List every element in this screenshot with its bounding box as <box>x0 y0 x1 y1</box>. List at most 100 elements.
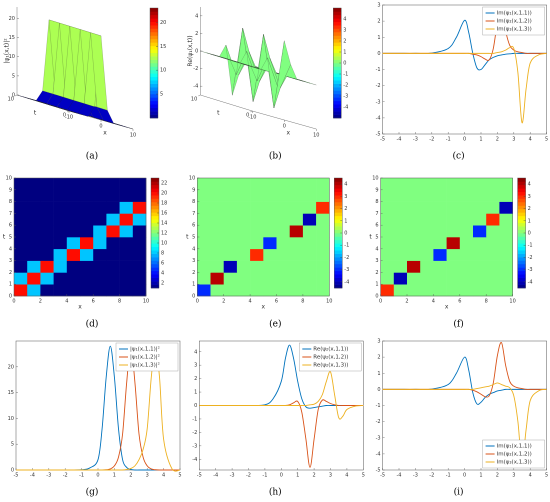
y-tick-label: 6 <box>9 223 12 229</box>
heatmap-cell <box>263 201 277 214</box>
heatmap-cell <box>263 248 277 261</box>
colorbar-tick-label: 14 <box>161 221 167 227</box>
heatmap-cell <box>459 178 474 191</box>
colorbar-segment <box>151 198 159 203</box>
y-tick-label: 10 <box>8 416 14 422</box>
colorbar-segment <box>151 257 159 261</box>
heatmap-cell <box>210 213 224 226</box>
y-tick-label: 4 <box>194 349 197 355</box>
y-tick-label: 9 <box>9 187 12 193</box>
heatmap-cell <box>40 201 54 214</box>
heatmap-cell <box>106 260 120 273</box>
y-tick-label: 2 <box>9 270 12 276</box>
colorbar-segment <box>151 263 159 268</box>
y-tick-label: -2 <box>376 419 381 425</box>
x-tick-label: 2 <box>405 299 408 305</box>
colorbar-tick-label: -4 <box>344 279 349 285</box>
heatmap-cell <box>420 189 434 202</box>
colorbar-segment <box>334 250 343 254</box>
y-tick-label: 1 <box>375 282 378 288</box>
heatmap-cell <box>407 272 421 285</box>
colorbar-segment <box>150 66 158 71</box>
colorbar-segment <box>334 226 343 230</box>
heatmap-cell <box>302 201 317 214</box>
x-tick-label: 4 <box>249 299 252 305</box>
x-tick-label: -1 <box>79 473 84 479</box>
colorbar-segment <box>150 93 158 98</box>
x-tick-label: 1 <box>479 473 482 479</box>
colorbar-segment <box>150 49 158 53</box>
panel-label: (a) <box>86 151 98 162</box>
y-tick-label: 9 <box>192 187 195 193</box>
heatmap-cell <box>80 260 94 273</box>
heatmap-cell <box>446 237 461 250</box>
colorbar-segment <box>333 90 342 95</box>
panel-label: (h) <box>269 487 282 498</box>
x-tick-label: 3 <box>146 473 149 479</box>
colorbar-tick-label: -3 <box>528 267 533 273</box>
heatmap-cell <box>407 284 421 297</box>
colorbar-segment <box>150 52 158 57</box>
heatmap-cell <box>223 213 238 226</box>
heatmap-cell <box>289 201 304 214</box>
heatmap-cell <box>250 237 264 250</box>
heatmap-cell <box>407 225 421 238</box>
colorbar-tick-label: -2 <box>343 83 348 89</box>
colorbar-segment <box>517 239 526 244</box>
heatmap-cell <box>66 260 81 273</box>
x-tick-label: 1 <box>113 473 116 479</box>
heatmap-cell <box>40 189 54 202</box>
heatmap-cell <box>250 248 264 261</box>
heatmap-cell <box>66 248 81 261</box>
colorbar-tick-label: 0 <box>343 61 346 67</box>
y-axis-label: t <box>369 234 372 241</box>
heatmap-cell <box>276 189 290 202</box>
heatmap-cell <box>446 178 461 191</box>
heatmap-cell <box>407 248 421 261</box>
heatmap-cell <box>197 201 211 214</box>
heatmap-cell <box>302 213 317 226</box>
colorbar-tick-label: -4 <box>343 105 348 111</box>
colorbar-segment <box>517 191 526 196</box>
heatmap-cell <box>80 237 94 250</box>
heatmap-cell <box>14 225 28 238</box>
legend-label: Im(ψ₁(x,1,1)) <box>497 11 532 17</box>
colorbar-segment <box>150 107 158 112</box>
heatmap-cell <box>236 213 251 226</box>
heatmap-cell <box>250 284 264 297</box>
heatmap-cell <box>316 189 330 202</box>
z-tick-label: 15 <box>9 35 15 41</box>
heatmap-cell <box>459 189 474 202</box>
colorbar-segment <box>334 202 343 206</box>
heatmap-cell <box>93 213 107 226</box>
x-tick-label: -3 <box>230 473 235 479</box>
colorbar-segment <box>334 229 343 234</box>
heatmap-cell <box>236 260 251 273</box>
colorbar-segment <box>150 56 158 60</box>
colorbar-segment <box>334 239 343 244</box>
colorbar-segment <box>151 284 159 289</box>
y-tick-label: -1 <box>376 403 381 409</box>
heatmap-cell <box>433 225 447 238</box>
heatmap-cell <box>80 248 94 261</box>
heatmap-cell <box>106 213 120 226</box>
heatmap-cell <box>132 189 147 202</box>
heatmap-cell <box>289 225 304 238</box>
heatmap-cell <box>14 260 28 273</box>
heatmap-cell <box>27 189 41 202</box>
x-tick-label: 8 <box>118 299 121 305</box>
heatmap-cell <box>433 284 447 297</box>
x-tick-label: -4 <box>30 473 35 479</box>
heatmap-cell <box>486 272 500 285</box>
heatmap-cell <box>250 189 264 202</box>
colorbar-tick-label: 2 <box>343 39 346 45</box>
heatmap-cell <box>223 248 238 261</box>
y-tick-label: 0 <box>11 468 14 474</box>
heatmap-cell <box>380 284 395 297</box>
colorbar-segment <box>151 215 159 220</box>
heatmap-cell <box>380 260 395 273</box>
z-tick-label: 0 <box>195 49 198 55</box>
x-tick-label: 6 <box>92 299 95 305</box>
heatmap-cell <box>27 248 41 261</box>
colorbar-tick-label: 0 <box>344 231 347 237</box>
